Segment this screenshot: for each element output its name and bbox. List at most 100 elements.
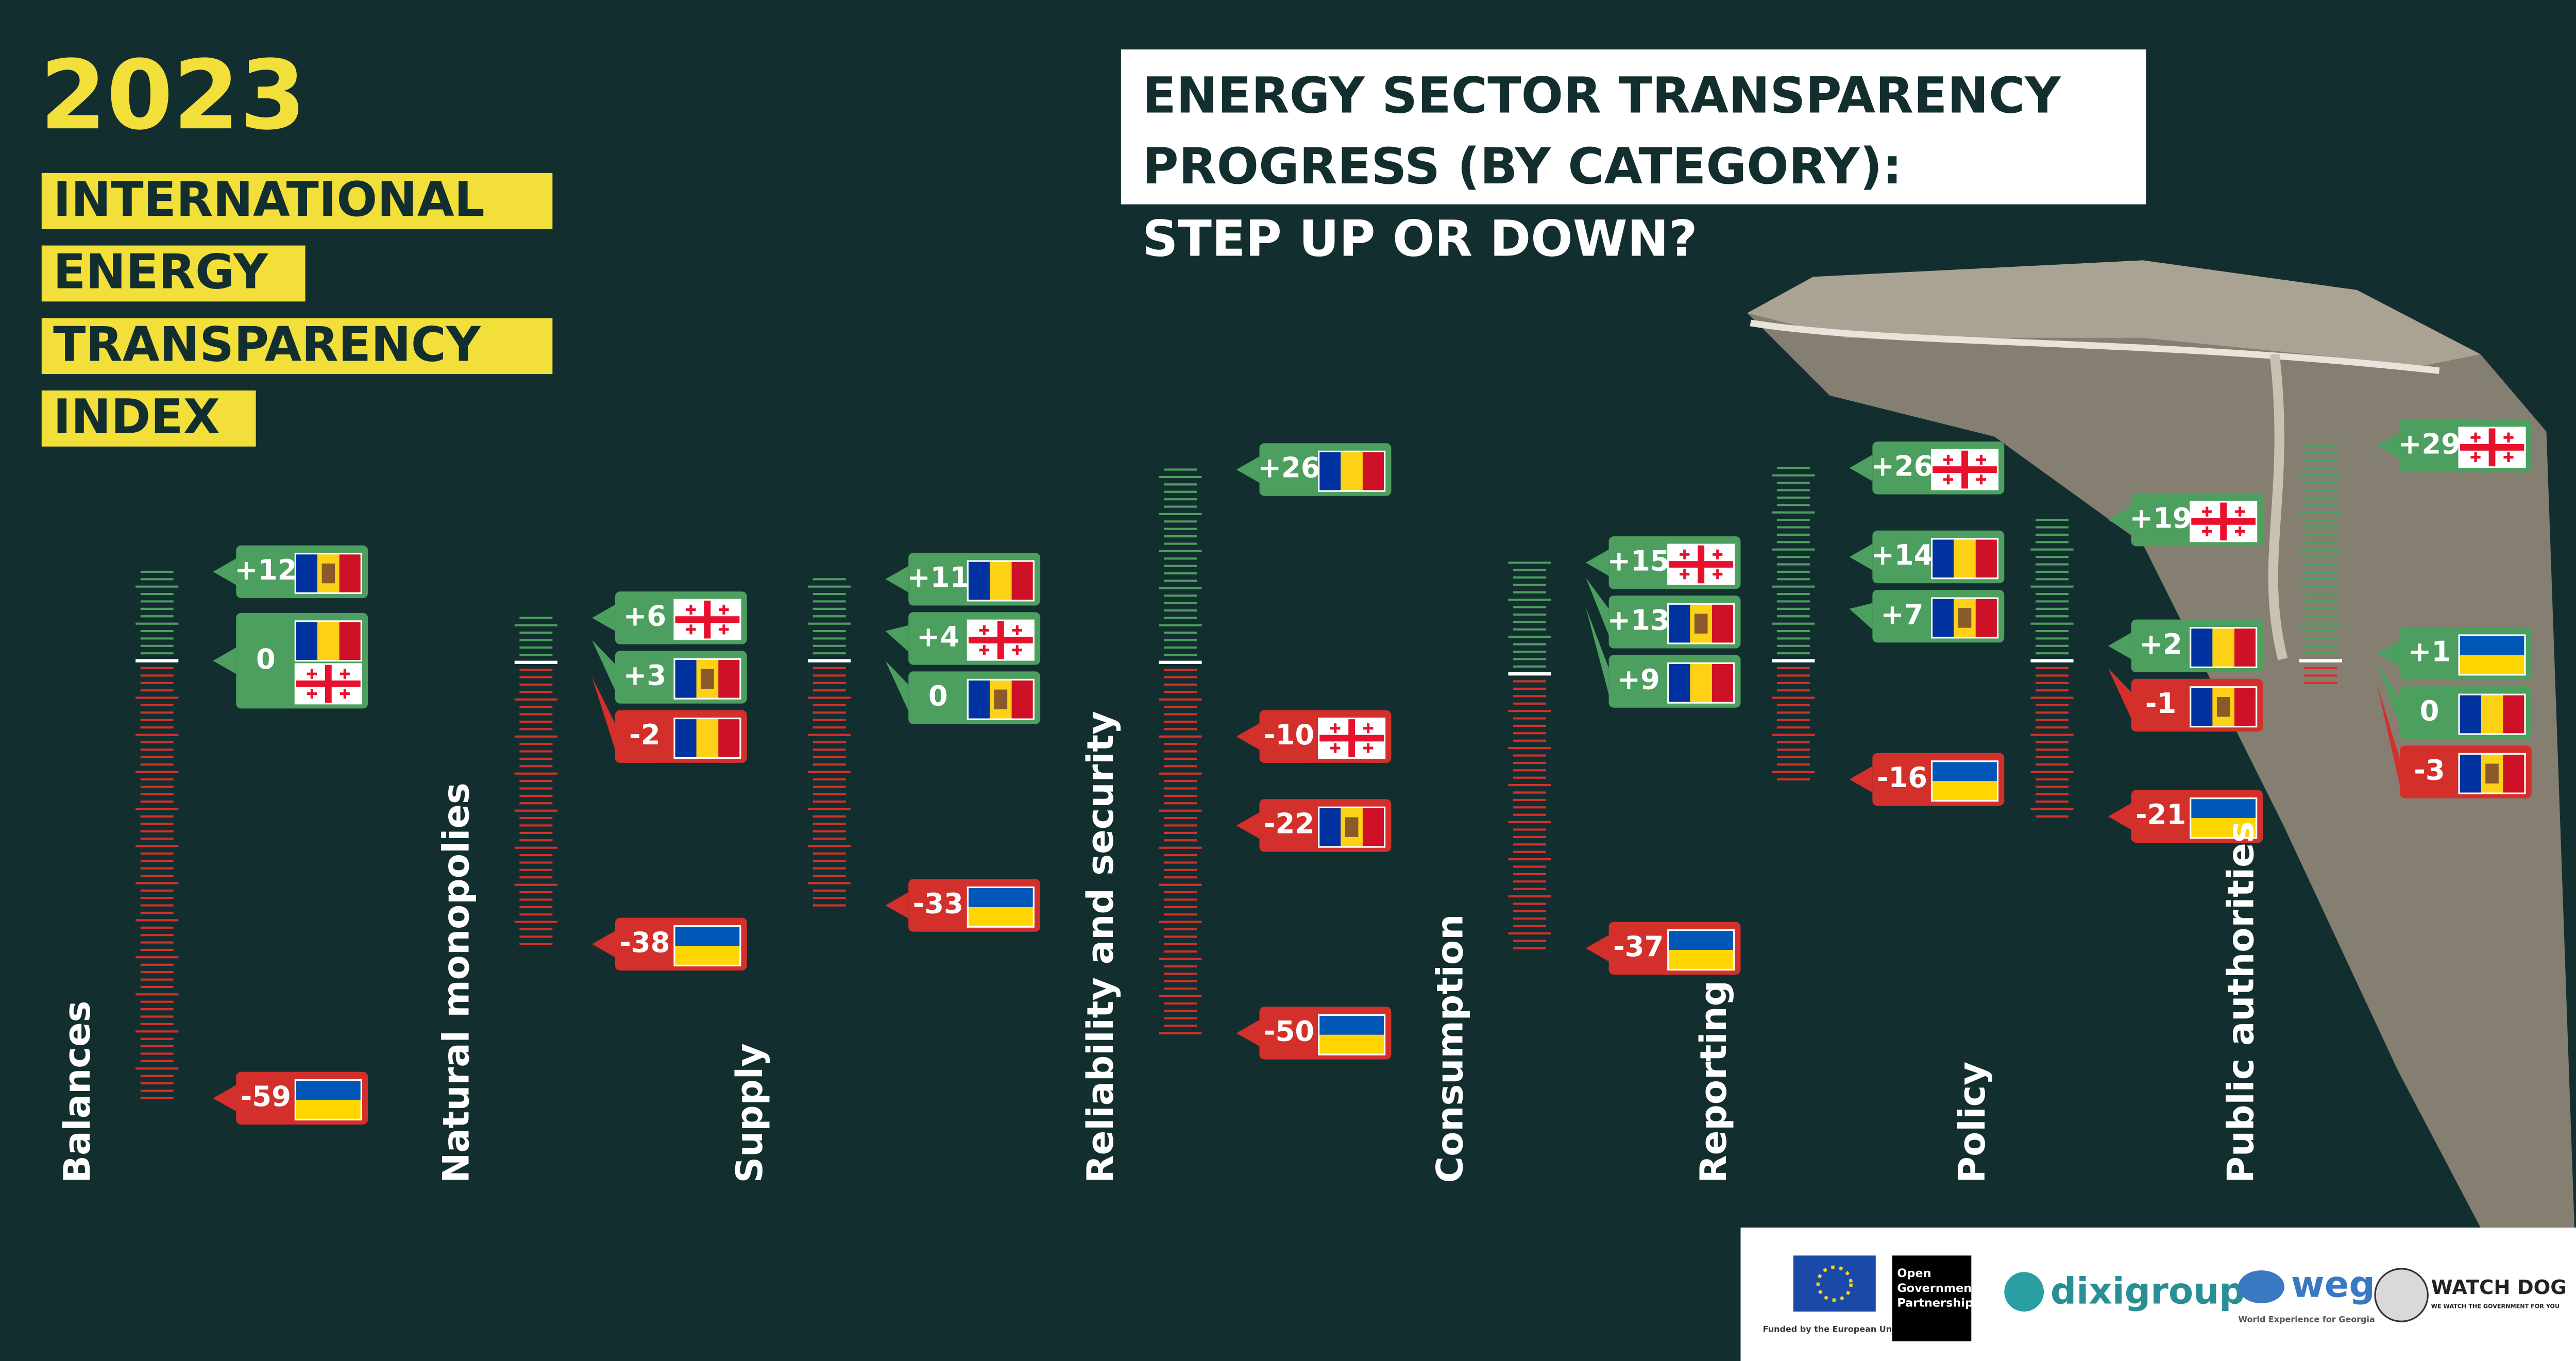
weg-icon	[2238, 1270, 2285, 1304]
value-label: +11	[907, 561, 969, 593]
flag-stripe	[1931, 538, 1954, 579]
flag-stripe	[2190, 627, 2213, 668]
flag	[1930, 449, 1999, 490]
flag-small-cross	[1976, 478, 1987, 481]
flag-small-cross	[1363, 746, 1374, 750]
flag-stripe	[968, 887, 1034, 907]
chart-title: PROGRESS (BY CATEGORY):	[1142, 138, 1902, 195]
flag	[2458, 693, 2526, 735]
pointer	[213, 1085, 236, 1112]
flag-small-cross	[2503, 436, 2514, 439]
category-label: Balances	[56, 1000, 98, 1183]
flag-border	[2458, 634, 2526, 676]
flag	[1318, 806, 1386, 848]
flag-border	[294, 663, 362, 705]
flag-small-cross	[340, 672, 350, 675]
flag-border	[2458, 427, 2526, 468]
flag	[1318, 717, 1386, 759]
flag-stripe	[1975, 598, 1998, 638]
flag-border	[673, 658, 741, 700]
flag-stripe	[2212, 627, 2235, 668]
flag	[1930, 760, 1999, 802]
pointer	[1236, 1019, 1260, 1047]
flag-stripe	[2459, 655, 2526, 675]
index-title-box	[41, 173, 553, 229]
flag-small-cross	[1363, 727, 1374, 730]
flag-cross	[2459, 444, 2526, 451]
flag	[967, 560, 1035, 602]
flag	[967, 678, 1035, 720]
value-label: -21	[2136, 798, 2186, 831]
flag-small-cross	[1680, 553, 1690, 556]
value-label: 0	[2420, 695, 2439, 727]
ogp-logo	[1892, 1255, 1972, 1341]
index-title-box	[41, 318, 553, 375]
flag-small-cross	[1976, 458, 1987, 461]
pointer	[885, 892, 909, 919]
flag-stripe	[1668, 930, 1734, 950]
value-label: 0	[256, 643, 276, 675]
flag-stripe	[674, 926, 740, 946]
flag-border	[2458, 693, 2526, 735]
pointer	[2108, 633, 2131, 659]
flag-cross	[1931, 466, 1998, 473]
flag-stripe	[2190, 818, 2257, 838]
flag-stripe	[1668, 663, 1690, 703]
flag-small-cross	[1943, 478, 1954, 481]
flag-emblem	[2485, 763, 2499, 784]
value-label: +2	[2139, 628, 2182, 660]
index-title-line: ENERGY	[53, 244, 269, 300]
eu-stars	[1816, 1265, 1853, 1302]
value-label: +13	[1607, 604, 1670, 637]
flag-stripe	[339, 553, 362, 593]
flag-border	[673, 925, 741, 966]
flag-small-cross	[1713, 573, 1723, 576]
flag-border	[1667, 662, 1735, 704]
flag-border	[1930, 760, 1999, 802]
dixi-icon	[2004, 1272, 2044, 1312]
flag-stripe	[1690, 663, 1713, 703]
flag-border	[967, 619, 1035, 661]
value-label: +4	[917, 621, 959, 653]
flag-small-cross	[2470, 456, 2481, 459]
flag-stripe	[2234, 627, 2257, 668]
value-label: -38	[619, 926, 670, 959]
pointer	[592, 931, 615, 958]
flag-emblem	[321, 563, 335, 584]
pointer	[1849, 454, 1873, 481]
flag-border	[294, 1079, 362, 1121]
flag-stripe	[2234, 687, 2257, 727]
category-column: Balances +12 0 -59	[56, 545, 368, 1183]
flag	[673, 925, 741, 966]
flag	[2190, 686, 2258, 728]
flag-cross	[1318, 735, 1385, 742]
flag-stripe	[1668, 949, 1734, 970]
flag-border	[1318, 806, 1386, 848]
flag-stripe	[1318, 451, 1341, 491]
flag-small-cross	[340, 692, 350, 695]
pointer	[2377, 660, 2400, 726]
flag	[2458, 427, 2526, 468]
flag-stripe	[1712, 663, 1734, 703]
flag-stripe	[968, 679, 990, 720]
flag	[2190, 501, 2258, 542]
category-column: Reporting +26 +14 +7 -16	[1692, 441, 2005, 1183]
flag-stripe	[2481, 694, 2503, 734]
value-label: +26	[1258, 452, 1320, 484]
flag-border	[673, 717, 741, 759]
value-label: -59	[241, 1080, 291, 1113]
flag-small-cross	[1330, 727, 1341, 730]
watchdog-logo: WATCH DOG	[2431, 1276, 2567, 1299]
value-label: +19	[2130, 502, 2192, 534]
flag-small-cross	[2202, 530, 2212, 533]
flag-small-cross	[2470, 436, 2481, 439]
flag-border	[1667, 929, 1735, 971]
flag-small-cross	[686, 608, 696, 611]
eu-logo	[1793, 1255, 1876, 1312]
flag	[1667, 929, 1735, 971]
flag-stripe	[1712, 604, 1734, 644]
flag-small-cross	[2202, 510, 2212, 513]
flag	[294, 553, 362, 594]
flag	[1318, 1014, 1386, 1056]
value-label: +12	[234, 554, 297, 586]
